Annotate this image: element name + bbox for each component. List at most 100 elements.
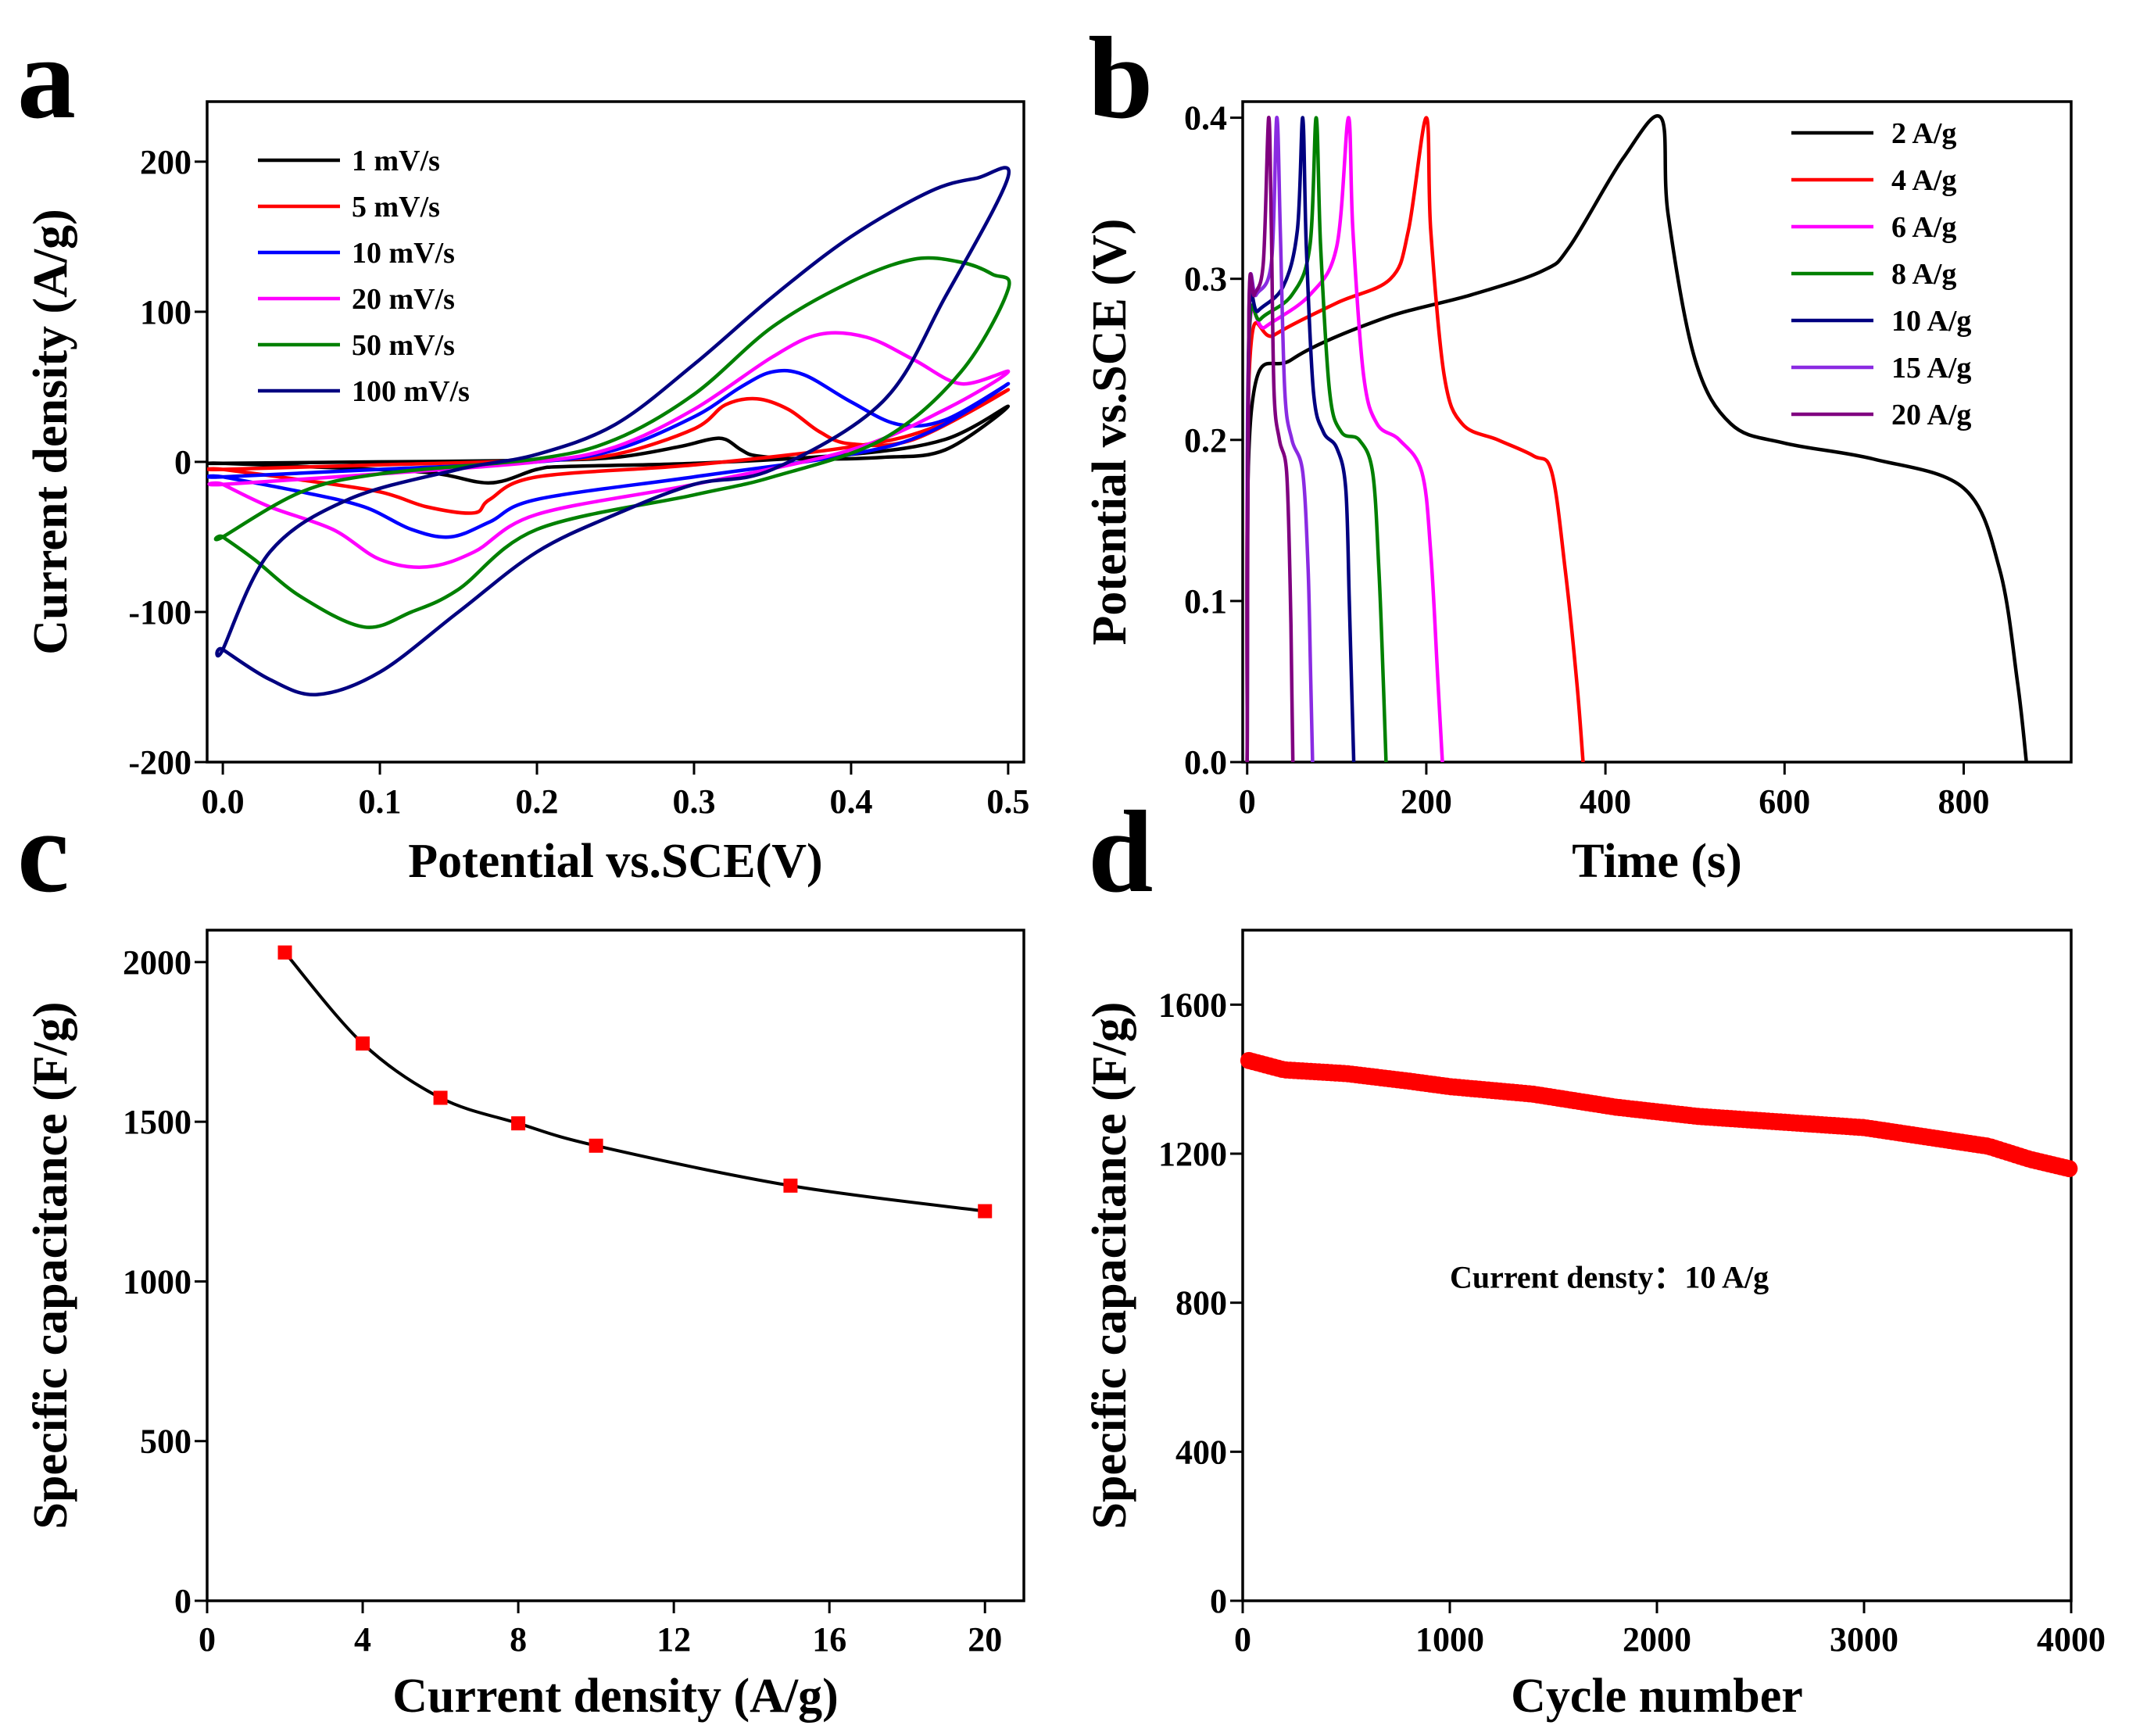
y-tick-label: 1600 xyxy=(1158,986,1227,1024)
y-tick-label: 0.2 xyxy=(1184,421,1227,460)
x-tick-label: 0 xyxy=(199,1620,216,1659)
series-group xyxy=(1245,114,2028,762)
y-axis-title: Specific capacitance (F/g) xyxy=(1083,1002,1136,1530)
annotation-current-density: Current densty：10 A/g xyxy=(1450,1260,1769,1295)
x-tick-label: 12 xyxy=(657,1620,691,1659)
x-axis-title: Time (s) xyxy=(1572,835,1742,888)
y-tick-label: 0 xyxy=(1210,1582,1227,1620)
data-point xyxy=(589,1138,603,1153)
y-tick-label: 1500 xyxy=(123,1103,191,1141)
x-tick-label: 0.2 xyxy=(516,782,559,821)
y-tick-label: 100 xyxy=(140,293,191,331)
y-tick-label: 200 xyxy=(140,143,191,181)
x-tick-label: 800 xyxy=(1938,782,1989,821)
x-axis-title: Cycle number xyxy=(1511,1670,1803,1723)
panel-c: 0 4 8 12 16 20 0 500 1000 1500 2000 Current density… xyxy=(24,929,1025,1723)
y-tick-label: 2000 xyxy=(123,943,191,982)
y-tick-label: 0.3 xyxy=(1184,260,1227,299)
y-tick-label: -200 xyxy=(128,743,191,782)
legend-label: 15 A/g xyxy=(1891,352,1971,385)
legend-label: 1 mV/s xyxy=(352,145,440,177)
panel-letter-b: b xyxy=(1088,13,1153,143)
y-tick-label: 0.0 xyxy=(1184,743,1227,782)
y-axis-title: Current density (A/g) xyxy=(24,209,77,655)
series-line xyxy=(207,368,1011,539)
series-line xyxy=(213,256,1011,629)
x-tick-label: 4000 xyxy=(2037,1620,2106,1659)
legend-label: 5 mV/s xyxy=(352,191,440,224)
legend-label: 6 A/g xyxy=(1891,211,1956,244)
x-tick-label: 20 xyxy=(968,1620,1002,1659)
data-point xyxy=(511,1116,526,1131)
x-axis-title: Current density (A/g) xyxy=(392,1670,839,1723)
panel-a: 0.0 0.1 0.2 0.3 0.4 0.5 -200 -100 0 100 200 Potenti… xyxy=(24,100,1029,888)
cycling-markers xyxy=(1240,1051,2078,1178)
x-axis-title: Potential vs.SCE(V) xyxy=(408,835,822,888)
legend-label: 10 mV/s xyxy=(352,237,455,270)
panel-letter-a: a xyxy=(17,13,76,143)
y-tick-label: 1000 xyxy=(123,1262,191,1301)
legend-label: 8 A/g xyxy=(1891,258,1956,291)
x-tick-label: 1000 xyxy=(1415,1620,1484,1659)
x-tick-label: 400 xyxy=(1580,782,1631,821)
series-line xyxy=(207,388,1011,515)
x-tick-label: 4 xyxy=(354,1620,371,1659)
y-axis-title: Potential vs.SCE (V) xyxy=(1083,219,1136,646)
x-tick-label: 2000 xyxy=(1623,1620,1691,1659)
data-point xyxy=(978,1204,993,1219)
legend-label: 10 A/g xyxy=(1891,305,1971,338)
x-tick-label: 0.0 xyxy=(202,782,245,821)
series-line xyxy=(1245,116,1356,762)
x-tick-label: 8 xyxy=(510,1620,527,1659)
x-tick-label: 600 xyxy=(1759,782,1810,821)
data-point xyxy=(783,1178,798,1193)
x-tick-label: 0.1 xyxy=(359,782,402,821)
series-line xyxy=(1245,114,2028,762)
y-tick-label: 500 xyxy=(140,1423,191,1461)
series-line xyxy=(1245,116,1444,762)
panel-b: 0 200 400 600 800 0.0 0.1 0.2 0.3 0.4 Time (s) Pote… xyxy=(1083,99,2073,888)
legend-label: 2 A/g xyxy=(1891,117,1956,150)
x-tick-label: 0.3 xyxy=(672,782,715,821)
series-line xyxy=(207,331,1011,569)
panel-letter-c: c xyxy=(17,787,70,917)
legend: 2 A/g 4 A/g 6 A/g 8 A/g 10 A/g 15 A/g 20 A/g xyxy=(1791,117,1971,431)
y-axis-title: Specific capacitance (F/g) xyxy=(24,1002,77,1530)
y-tick-label: 0 xyxy=(174,1582,191,1620)
panel-d: 0 1000 2000 3000 4000 0 400 800 1200 1600 Cycle nu… xyxy=(1083,929,2106,1723)
legend-label: 20 A/g xyxy=(1891,399,1971,431)
y-tick-label: 0.1 xyxy=(1184,582,1227,621)
series-line xyxy=(1245,116,1388,762)
data-point xyxy=(433,1090,448,1105)
panel-a-frame xyxy=(206,100,1025,764)
x-tick-label: 0 xyxy=(1234,1620,1251,1659)
y-tick-label: 1200 xyxy=(1158,1135,1227,1173)
plots-group: 0.0 0.1 0.2 0.3 0.4 0.5-200-1000100200Potenti… xyxy=(24,99,2106,1723)
series-group xyxy=(207,166,1011,696)
y-tick-label: 0 xyxy=(174,443,191,481)
legend: 1 mV/s 5 mV/s 10 mV/s 20 mV/s 50 mV/s 100 mV… xyxy=(258,145,470,408)
x-tick-label: 0 xyxy=(1239,782,1256,821)
panel-c-frame xyxy=(206,929,1025,1602)
legend-label: 100 mV/s xyxy=(352,375,470,408)
x-tick-label: 0.5 xyxy=(986,782,1029,821)
panel-b-frame xyxy=(1241,100,2073,764)
y-tick-label: 800 xyxy=(1175,1284,1227,1323)
x-tick-label: 0.4 xyxy=(829,782,872,821)
y-tick-label: -100 xyxy=(128,593,191,632)
data-point xyxy=(356,1036,370,1051)
series-line xyxy=(215,166,1011,696)
y-tick-label: 0.4 xyxy=(1184,99,1227,138)
legend-label: 4 A/g xyxy=(1891,164,1956,197)
x-tick-label: 3000 xyxy=(1830,1620,1898,1659)
cycle-point xyxy=(2060,1160,2078,1178)
x-tick-label: 16 xyxy=(812,1620,846,1659)
series-line xyxy=(207,404,1011,485)
capacitance-line xyxy=(283,951,986,1213)
legend-label: 50 mV/s xyxy=(352,329,455,362)
data-point xyxy=(277,945,292,960)
series-line xyxy=(1245,116,1295,762)
y-tick-label: 400 xyxy=(1175,1433,1227,1471)
